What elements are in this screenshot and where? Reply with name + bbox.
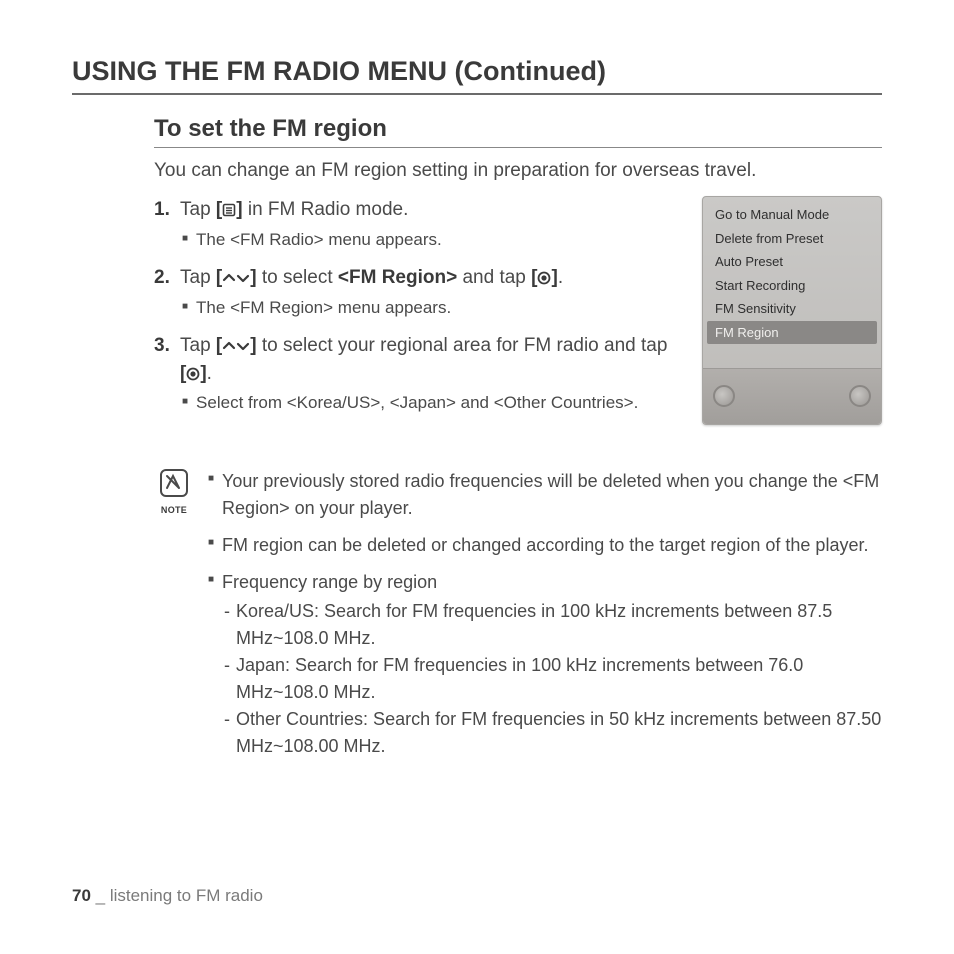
footer-sep: _ [91, 886, 110, 905]
step-substep: ■ Select from <Korea/US>, <Japan> and <O… [154, 387, 674, 416]
section-intro: You can change an FM region setting in p… [154, 160, 882, 182]
note-list: ■ Your previously stored radio frequenci… [208, 468, 882, 760]
step-substep: ■ The <FM Radio> menu appears. [154, 224, 674, 253]
step-text: Tap [] in FM Radio mode. [180, 196, 674, 224]
step-text: Tap [] to select <FM Region> and tap []. [180, 264, 674, 292]
step-number: 3. [154, 332, 174, 360]
page-number: 70 [72, 886, 91, 905]
menu-item: Start Recording [703, 274, 881, 298]
select-icon [186, 367, 200, 381]
bullet-icon: ■ [208, 532, 214, 559]
menu-item: Go to Manual Mode [703, 203, 881, 227]
note-icon [159, 468, 189, 503]
up-down-icon [222, 271, 250, 285]
freq-range-list: -Korea/US: Search for FM frequencies in … [208, 598, 882, 760]
section-heading: To set the FM region [154, 115, 882, 148]
select-icon [537, 271, 551, 285]
bullet-icon: ■ [208, 468, 214, 522]
menu-icon [222, 203, 236, 217]
device-menu-panel: Go to Manual Mode Delete from Preset Aut… [702, 196, 882, 425]
step-substep: ■ The <FM Region> menu appears. [154, 292, 674, 321]
step-text: Tap [] to select your regional area for … [180, 332, 674, 387]
steps-list: 1. Tap [] in FM Radio mode. ■ The <FM Ra… [154, 196, 674, 428]
steps-area: 1. Tap [] in FM Radio mode. ■ The <FM Ra… [154, 196, 882, 428]
bullet-icon: ■ [182, 391, 188, 416]
content-area: To set the FM region You can change an F… [72, 115, 882, 760]
menu-item: Auto Preset [703, 250, 881, 274]
chapter-title: listening to FM radio [110, 886, 263, 905]
menu-item-selected: FM Region [707, 321, 877, 345]
step-item: 3. Tap [] to select your regional area f… [154, 332, 674, 416]
note-label: NOTE [161, 505, 187, 515]
bullet-icon: ■ [182, 296, 188, 321]
step-item: 2. Tap [] to select <FM Region> and tap … [154, 264, 674, 320]
page-main-title: USING THE FM RADIO MENU (Continued) [72, 56, 882, 95]
manual-page: USING THE FM RADIO MENU (Continued) To s… [0, 0, 954, 954]
step-number: 2. [154, 264, 174, 292]
menu-item: FM Sensitivity [703, 297, 881, 321]
bullet-icon: ■ [182, 228, 188, 253]
note-item: ■ Frequency range by region [208, 569, 882, 596]
note-item: ■ Your previously stored radio frequenci… [208, 468, 882, 522]
note-icon-wrap: NOTE [154, 468, 194, 760]
note-item: ■ FM region can be deleted or changed ac… [208, 532, 882, 559]
up-down-icon [222, 339, 250, 353]
menu-item: Delete from Preset [703, 227, 881, 251]
menu-footer-decor [703, 368, 881, 424]
step-item: 1. Tap [] in FM Radio mode. ■ The <FM Ra… [154, 196, 674, 252]
bullet-icon: ■ [208, 569, 214, 596]
note-block: NOTE ■ Your previously stored radio freq… [154, 468, 882, 760]
page-footer: 70 _ listening to FM radio [72, 886, 263, 906]
step-number: 1. [154, 196, 174, 224]
